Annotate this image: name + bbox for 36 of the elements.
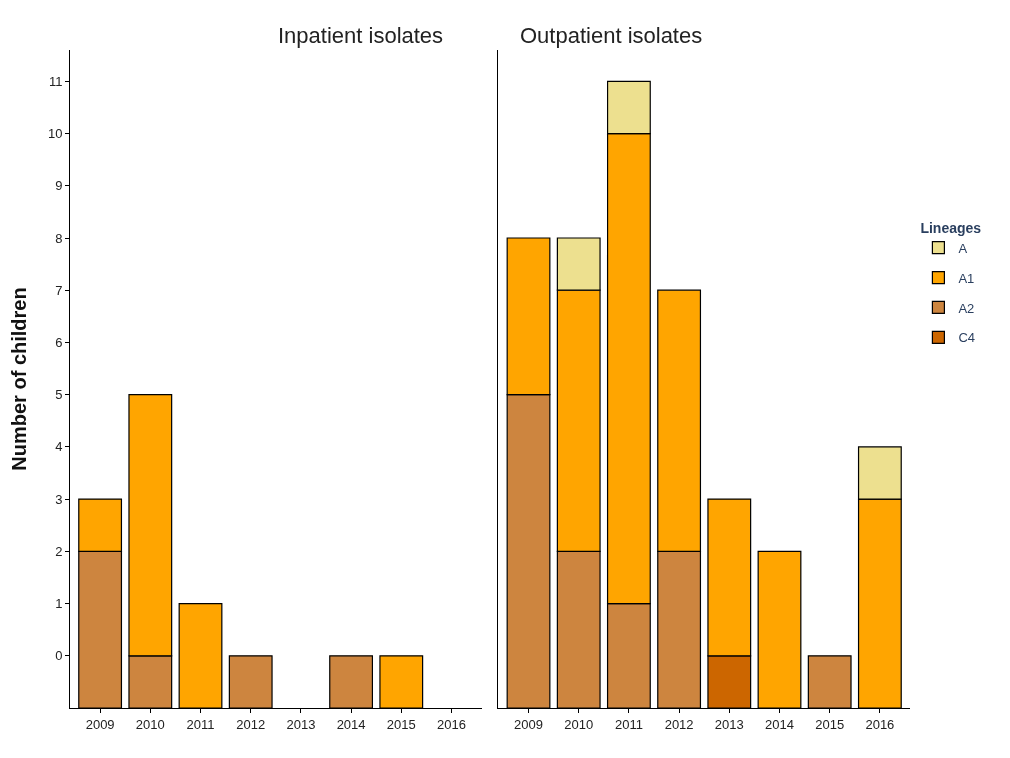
legend-label: A [958,240,968,256]
y-tick-label: 6 [55,334,63,350]
y-tick-label: 2 [55,543,63,559]
x-tick-label: 2016 [865,716,895,732]
y-tick-label: 7 [55,282,63,298]
y-tick-label: 4 [55,439,63,455]
y-tick-label: 5 [55,387,63,403]
x-tick-label: 2010 [564,716,594,732]
x-tick-label: 2015 [815,716,845,732]
y-tick-label: 0 [55,648,63,664]
chart-title: Outpatient isolates [520,23,703,48]
x-tick-label: 2009 [514,716,543,732]
x-tick-label: 2011 [614,716,643,732]
y-tick-label: 10 [47,126,63,142]
x-tick-label: 2014 [765,716,794,732]
x-tick-label: 2010 [135,716,165,732]
x-tick-label: 2014 [336,716,366,732]
x-tick-label: 2012 [236,716,266,732]
x-tick-label: 2013 [286,716,316,732]
y-axis-title: Number of children [8,287,31,471]
x-tick-label: 2016 [437,716,466,732]
y-tick-label: 8 [55,230,63,246]
legend-label: A1 [958,270,975,286]
y-tick-label: 9 [55,178,63,194]
x-tick-label: 2013 [714,716,744,732]
x-tick-label: 2015 [386,716,416,732]
y-tick-label: 3 [55,491,63,507]
chart-title: Inpatient isolates [278,23,444,48]
legend-label: C4 [958,330,976,346]
x-tick-label: 2011 [186,716,215,732]
x-tick-label: 2012 [664,716,694,732]
y-tick-label: 1 [55,596,63,612]
x-tick-label: 2009 [85,716,115,732]
legend-title: Lineages [920,219,982,236]
legend-label: A2 [958,300,975,316]
y-tick-label: 11 [48,73,63,89]
